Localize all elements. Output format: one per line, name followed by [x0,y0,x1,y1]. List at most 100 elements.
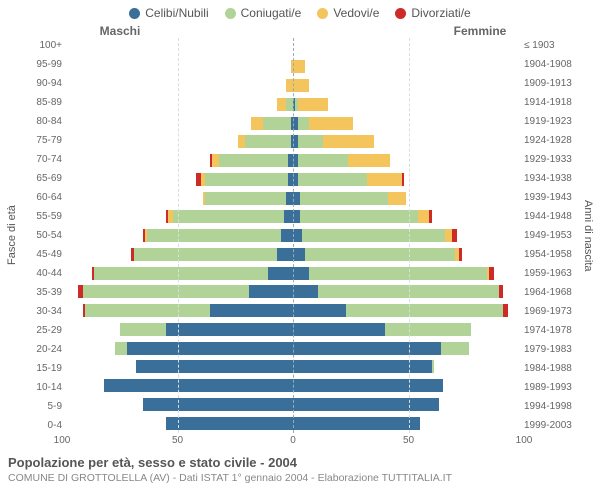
y-tick-birth: 1979-1983 [524,344,580,355]
segment [309,267,487,280]
gridline [178,38,179,433]
y-tick-birth: 1954-1958 [524,249,580,260]
segment [293,323,385,336]
segment [298,173,367,186]
segment [249,285,293,298]
y-tick-age: 15-19 [20,363,62,374]
segment [293,210,300,223]
legend-item: Coniugati/e [225,6,302,20]
segment [277,248,293,261]
y-tick-birth: 1924-1928 [524,135,580,146]
segment [210,304,293,317]
segment [205,173,288,186]
y-tick-age: 100+ [20,40,62,51]
segment [173,210,284,223]
y-tick-age: 50-54 [20,230,62,241]
segment [293,267,309,280]
y-tick-age: 10-14 [20,382,62,393]
x-tick: 100 [516,435,533,446]
segment [134,248,277,261]
segment [298,154,349,167]
x-tick: 50 [172,435,183,446]
segment [245,135,291,148]
y-tick-age: 60-64 [20,192,62,203]
y-tick-birth: 1939-1943 [524,192,580,203]
segment [219,154,288,167]
y-tick-age: 0-4 [20,420,62,431]
segment [305,248,455,261]
y-tick-birth: 1989-1993 [524,382,580,393]
segment [298,117,310,130]
segment [293,398,439,411]
y-tick-birth: 1969-1973 [524,306,580,317]
x-axis-ticks: 10050050100 [62,435,524,449]
y-tick-birth: 1959-1963 [524,268,580,279]
segment [286,98,293,111]
y-tick-age: 55-59 [20,211,62,222]
y-tick-birth: 1974-1978 [524,325,580,336]
legend-swatch [317,8,328,19]
y-axis-title-right: Anni di nascita [580,38,596,433]
chart-subtitle: COMUNE DI GROTTOLELLA (AV) - Dati ISTAT … [8,472,592,484]
segment [385,323,470,336]
y-tick-age: 20-24 [20,344,62,355]
segment [104,379,293,392]
y-tick-birth: 1919-1923 [524,116,580,127]
segment [388,192,406,205]
segment [263,117,291,130]
legend-item: Divorziati/e [395,6,470,20]
segment [205,192,286,205]
segment [286,79,293,92]
segment [323,135,374,148]
y-tick-age: 80-84 [20,116,62,127]
segment [445,229,452,242]
legend-label: Celibi/Nubili [145,6,208,20]
footer: Popolazione per età, sesso e stato civil… [0,449,600,484]
y-tick-birth: 1949-1953 [524,230,580,241]
segment [120,323,166,336]
legend-swatch [225,8,236,19]
legend-item: Vedovi/e [317,6,379,20]
segment [300,192,388,205]
segment [85,304,210,317]
y-tick-age: 30-34 [20,306,62,317]
segment [489,267,494,280]
legend-label: Coniugati/e [241,6,302,20]
y-tick-birth: 1929-1933 [524,154,580,165]
y-tick-birth: 1914-1918 [524,97,580,108]
y-tick-age: 90-94 [20,78,62,89]
segment [346,304,503,317]
gender-labels: Maschi Femmine [0,24,600,38]
y-tick-birth: 1904-1908 [524,59,580,70]
legend-item: Celibi/Nubili [129,6,208,20]
label-male: Maschi [0,24,300,38]
x-axis: 10050050100 [0,433,600,449]
y-tick-birth: 1964-1968 [524,287,580,298]
x-tick: 0 [290,435,296,446]
chart-area: Fasce di età 100+95-9990-9485-8980-8475-… [0,38,600,433]
segment [238,135,245,148]
legend-swatch [129,8,140,19]
segment [452,229,457,242]
y-tick-birth: 1934-1938 [524,173,580,184]
legend-swatch [395,8,406,19]
x-tick: 100 [54,435,71,446]
segment [459,248,461,261]
segment [402,173,404,186]
segment [293,60,305,73]
segment [293,79,309,92]
segment [136,360,293,373]
chart-title: Popolazione per età, sesso e stato civil… [8,455,592,470]
segment [348,154,390,167]
segment [418,210,430,223]
segment [293,360,432,373]
segment [503,304,508,317]
y-axis-title-left: Fasce di età [4,38,20,433]
segment [432,360,434,373]
segment [367,173,402,186]
segment [166,417,293,430]
y-tick-birth: 1994-1998 [524,401,580,412]
y-tick-age: 65-69 [20,173,62,184]
segment [115,342,127,355]
segment [166,323,293,336]
